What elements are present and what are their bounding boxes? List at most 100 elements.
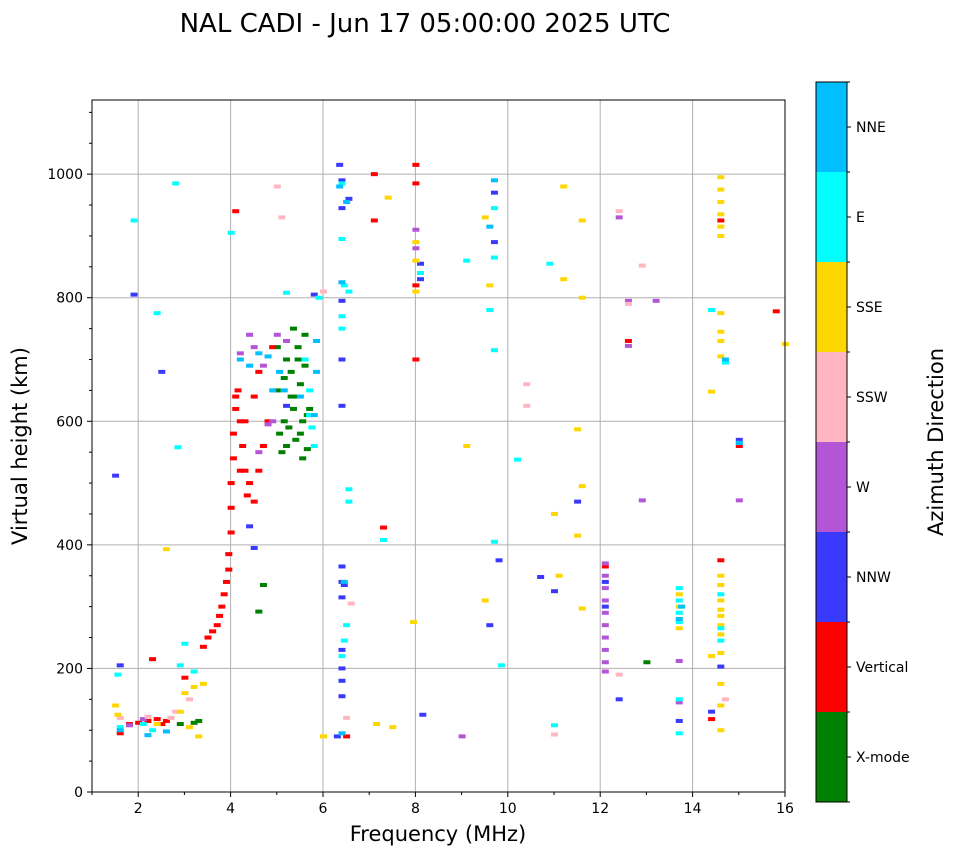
data-point-e [708, 308, 716, 313]
data-point-nne [269, 388, 277, 393]
data-point-vertical [220, 592, 228, 597]
data-point-nne [340, 579, 348, 584]
data-point-e [338, 326, 346, 331]
data-point-nne [675, 617, 683, 621]
data-point-sse [708, 389, 716, 394]
data-point-e [463, 258, 471, 263]
colorbar-tick-label: NNE [856, 120, 886, 136]
data-point-e [490, 255, 498, 260]
x-tick-label: 4 [226, 801, 235, 817]
data-point-sse [578, 218, 586, 223]
data-point-nne [162, 729, 170, 734]
data-point-nnw [338, 694, 346, 699]
data-point-w [601, 647, 609, 652]
data-point-e [315, 295, 323, 300]
data-point-x-mode [278, 450, 286, 455]
data-point-e [717, 638, 725, 643]
data-point-vertical [239, 444, 247, 448]
data-point-x-mode [296, 431, 304, 436]
data-point-ssw [144, 714, 152, 719]
data-point-vertical [234, 388, 242, 393]
data-point-ssw [721, 697, 729, 702]
data-point-vertical [708, 717, 716, 722]
data-point-e [717, 592, 725, 597]
data-point-e [490, 348, 498, 353]
data-point-vertical [343, 734, 351, 739]
data-point-vertical [227, 530, 235, 535]
data-point-nnw [338, 178, 346, 183]
data-point-sse [551, 511, 558, 516]
data-point-sse [486, 283, 494, 288]
data-point-nne [735, 440, 743, 445]
data-point-e [308, 425, 316, 430]
data-point-sse [373, 722, 381, 727]
data-point-ssw [523, 403, 531, 408]
data-point-vertical [412, 283, 420, 288]
data-point-vertical [241, 419, 249, 424]
data-point-e [675, 586, 683, 591]
data-point-sse [153, 722, 161, 727]
data-point-x-mode [280, 376, 288, 381]
x-tick-label: 2 [134, 801, 143, 817]
data-point-e [551, 723, 558, 728]
data-point-vertical [116, 731, 124, 736]
data-point-ssw [615, 672, 623, 677]
data-point-nnw [338, 678, 346, 683]
data-point-e [340, 283, 348, 288]
data-point-nnw [490, 240, 498, 245]
data-point-nnw [551, 589, 558, 594]
data-point-nnw [490, 190, 498, 195]
data-point-e [130, 218, 138, 223]
data-point-x-mode [292, 394, 300, 399]
data-point-sse [463, 444, 471, 448]
data-point-w [601, 635, 609, 640]
data-point-e [675, 697, 683, 702]
data-point-ssw [523, 382, 531, 387]
data-point-sse [675, 626, 683, 631]
data-point-vertical [232, 209, 240, 214]
data-point-ssw [551, 732, 558, 737]
x-tick-label: 16 [776, 801, 794, 817]
data-point-nne [280, 388, 288, 393]
data-point-vertical [264, 419, 272, 424]
data-point-sse [186, 725, 194, 730]
data-point-vertical [162, 718, 170, 723]
data-point-w [236, 351, 244, 356]
data-point-e [345, 499, 353, 504]
data-point-vertical [225, 552, 233, 557]
data-point-x-mode [280, 419, 288, 424]
data-point-vertical [153, 717, 161, 722]
data-point-sse [114, 712, 122, 717]
data-point-w [624, 298, 632, 303]
data-point-vertical [216, 613, 224, 618]
data-point-e [490, 206, 498, 211]
data-point-sse [481, 598, 489, 603]
colorbar-tick-label: SSW [856, 390, 888, 406]
data-point-vertical [204, 635, 212, 640]
data-point-w [601, 610, 609, 615]
data-point-ssw [167, 715, 175, 720]
data-point-e [343, 623, 351, 628]
data-point-x-mode [289, 406, 297, 411]
colorbar-tick-label: SSE [856, 300, 883, 316]
data-point-nne [338, 731, 346, 736]
data-point-e [721, 360, 729, 365]
data-point-e [338, 314, 346, 319]
data-point-x-mode [283, 444, 291, 448]
data-point-nne [255, 351, 263, 356]
data-point-w [264, 422, 272, 427]
data-point-sse [717, 583, 725, 588]
data-point-nnw [338, 403, 346, 408]
x-tick-label: 14 [684, 801, 702, 817]
data-point-ssw [278, 215, 286, 220]
data-point-e [675, 620, 683, 625]
data-point-vertical [229, 431, 237, 436]
data-point-sse [574, 427, 582, 432]
colorbar: X-mode Vertical NNW W SSW SSE E NNE [815, 81, 910, 803]
data-point-vertical [209, 629, 217, 634]
data-point-e [306, 388, 314, 393]
plot-area-frame [91, 99, 786, 793]
data-point-nnw [338, 666, 346, 671]
data-point-ssw [186, 697, 194, 702]
data-point-nnw [338, 298, 346, 303]
